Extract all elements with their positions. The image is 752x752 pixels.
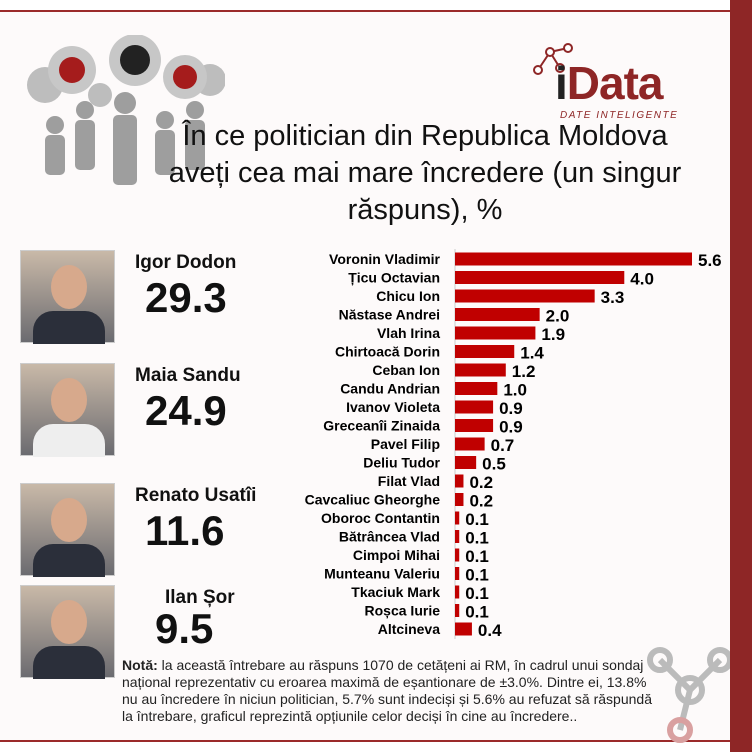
candidate-card: Ilan Șor 9.5 bbox=[20, 585, 280, 680]
data-label: 0.9 bbox=[499, 418, 523, 437]
category-label: Vlah Irina bbox=[377, 325, 440, 341]
category-label: Năstase Andrei bbox=[339, 307, 440, 323]
candidate-value: 29.3 bbox=[145, 274, 227, 321]
candidate-value: 24.9 bbox=[145, 387, 227, 434]
category-label: Țicu Octavian bbox=[348, 270, 440, 286]
data-label: 3.3 bbox=[601, 288, 625, 307]
bar-chart: Voronin Vladimir 5.6 Țicu Octavian 4.0 Chicu… bbox=[305, 249, 722, 640]
candidate-name: Maia Sandu bbox=[135, 365, 241, 386]
data-label: 0.1 bbox=[465, 529, 489, 548]
bar bbox=[455, 400, 494, 414]
bar bbox=[455, 548, 460, 562]
bar bbox=[455, 271, 625, 284]
data-label: 0.1 bbox=[465, 547, 489, 566]
bar bbox=[455, 308, 540, 321]
candidate-photo bbox=[20, 363, 115, 457]
bar bbox=[455, 604, 460, 617]
data-label: 0.9 bbox=[499, 399, 523, 418]
bar bbox=[455, 363, 506, 377]
category-label: Oboroc Contantin bbox=[321, 510, 440, 526]
category-label: Roșca Iurie bbox=[365, 603, 441, 619]
category-label: Filat Vlad bbox=[378, 473, 440, 489]
side-accent-bar bbox=[730, 0, 752, 752]
category-label: Chicu Ion bbox=[376, 288, 440, 304]
bar bbox=[455, 622, 472, 636]
logo-tagline: DATE INTELIGENTE bbox=[560, 110, 679, 121]
bar bbox=[455, 252, 692, 266]
bar bbox=[455, 585, 460, 599]
bar bbox=[455, 474, 464, 488]
bar bbox=[455, 437, 485, 451]
candidate-photo bbox=[20, 483, 115, 577]
category-label: Ceban Ion bbox=[372, 362, 440, 378]
candidate-name: Igor Dodon bbox=[135, 252, 237, 273]
category-label: Pavel Filip bbox=[371, 436, 440, 452]
candidate-name: Renato Usatîi bbox=[135, 485, 257, 506]
data-label: 0.1 bbox=[465, 510, 489, 529]
candidate-card: Maia Sandu 24.9 bbox=[20, 363, 280, 458]
bar bbox=[455, 345, 515, 358]
category-label: Voronin Vladimir bbox=[329, 251, 441, 267]
category-label: Bătrâncea Vlad bbox=[339, 529, 440, 545]
bar bbox=[455, 382, 498, 395]
data-label: 0.1 bbox=[465, 603, 489, 622]
chart-title: În ce politician din Republica Moldova a… bbox=[168, 120, 682, 226]
bar bbox=[455, 326, 536, 340]
data-label: 1.2 bbox=[512, 362, 536, 381]
data-label: 0.7 bbox=[491, 436, 515, 455]
data-label: 4.0 bbox=[630, 270, 654, 289]
category-label: Ivanov Violeta bbox=[346, 399, 440, 415]
category-label: Deliu Tudor bbox=[363, 455, 440, 471]
bar bbox=[455, 511, 460, 525]
category-label: Cavcaliuc Gheorghe bbox=[305, 492, 441, 508]
data-label: 0.1 bbox=[465, 566, 489, 585]
data-label: 0.2 bbox=[469, 492, 493, 511]
footnote: Notă: la această întrebare au răspuns 10… bbox=[122, 657, 652, 725]
data-label: 1.0 bbox=[503, 381, 527, 400]
category-label: Munteanu Valeriu bbox=[324, 566, 440, 582]
candidate-photo bbox=[20, 250, 115, 344]
category-label: Chirtoacă Dorin bbox=[335, 344, 440, 360]
note-label: Notă: bbox=[122, 657, 158, 673]
data-label: 5.6 bbox=[698, 251, 722, 270]
idata-logo: iData DATE INTELIGENTE bbox=[530, 40, 700, 121]
data-label: 0.1 bbox=[465, 584, 489, 603]
data-label: 1.9 bbox=[541, 325, 565, 344]
bar bbox=[455, 289, 595, 303]
data-label: 2.0 bbox=[546, 307, 570, 326]
logo-brand: iData bbox=[555, 57, 663, 109]
data-label: 0.2 bbox=[469, 473, 493, 492]
network-icon bbox=[533, 43, 573, 75]
candidate-card: Renato Usatîi 11.6 bbox=[20, 483, 280, 578]
category-label: Altcineva bbox=[378, 621, 440, 637]
people-speech-icon bbox=[27, 35, 225, 185]
category-label: Greceanîi Zinaida bbox=[323, 418, 440, 434]
category-label: Candu Andrian bbox=[340, 381, 440, 397]
data-label: 0.5 bbox=[482, 455, 506, 474]
bar bbox=[455, 567, 460, 580]
bar bbox=[455, 530, 460, 543]
bar bbox=[455, 419, 494, 432]
candidate-name: Ilan Șor bbox=[165, 587, 235, 608]
network-decoration-icon bbox=[647, 647, 730, 743]
bar bbox=[455, 493, 464, 506]
note-text: la această întrebare au răspuns 1070 de … bbox=[122, 657, 652, 724]
category-label: Tkaciuk Mark bbox=[351, 584, 440, 600]
candidate-card: Igor Dodon 29.3 bbox=[20, 250, 280, 345]
candidate-value: 9.5 bbox=[155, 605, 214, 652]
data-label: 1.4 bbox=[520, 344, 544, 363]
candidate-value: 11.6 bbox=[145, 507, 225, 554]
category-label: Cimpoi Mihai bbox=[353, 547, 440, 563]
candidate-photo bbox=[20, 585, 115, 679]
data-label: 0.4 bbox=[478, 621, 502, 640]
bar bbox=[455, 456, 477, 469]
